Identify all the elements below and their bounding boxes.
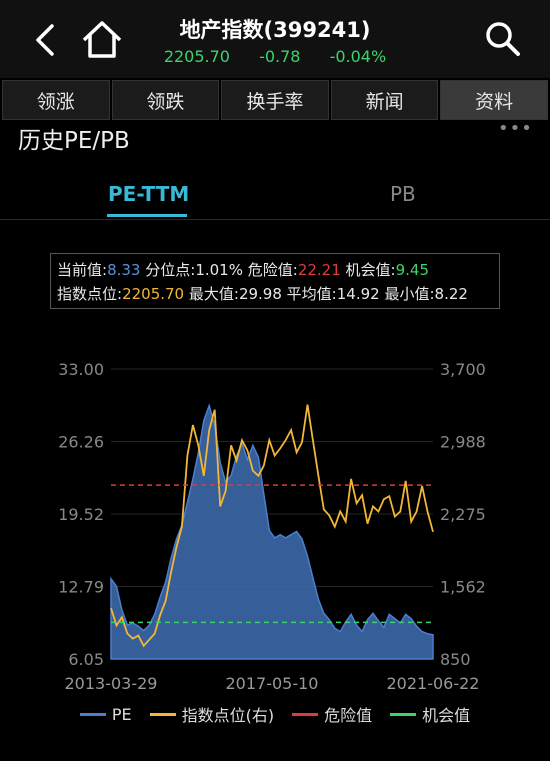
max-label: 最大值: bbox=[188, 285, 239, 303]
danger-swatch bbox=[292, 712, 319, 716]
percentile-label: 分位点: bbox=[145, 261, 196, 279]
min-value: 8.22 bbox=[434, 285, 468, 303]
right-axis-tick: 850 bbox=[440, 650, 471, 669]
x-axis-tick: 2013-03-29 bbox=[65, 674, 158, 693]
legend-index-label: 指数点位(右) bbox=[181, 706, 275, 725]
metric-tabs: PE-TTM PB bbox=[0, 176, 550, 220]
top-bar: 地产指数(399241) 2205.70 -0.78 -0.04% bbox=[0, 0, 550, 78]
tab-pb[interactable]: PB bbox=[390, 182, 416, 206]
index-line-series bbox=[110, 404, 434, 648]
legend-danger[interactable]: 危险值 bbox=[292, 702, 372, 726]
chance-label: 机会值: bbox=[345, 261, 396, 279]
pe-history-chart[interactable]: 33.00 3,700 26.26 2,988 19.52 2,275 12.79 1,562… bbox=[0, 355, 550, 695]
legend-chance[interactable]: 机会值 bbox=[390, 702, 470, 726]
tab-pe-ttm[interactable]: PE-TTM bbox=[108, 182, 190, 206]
left-axis-tick: 12.79 bbox=[58, 578, 104, 597]
danger-value: 22.21 bbox=[297, 261, 341, 279]
current-label: 当前值: bbox=[57, 261, 108, 279]
pe-area-series bbox=[110, 403, 434, 660]
section-title: 历史PE/PB bbox=[18, 128, 130, 154]
legend-chance-label: 机会值 bbox=[422, 706, 471, 725]
chart-legend: PE 指数点位(右) 危险值 机会值 bbox=[0, 700, 550, 728]
current-value: 8.33 bbox=[107, 261, 141, 279]
tab-news[interactable]: 新闻 bbox=[330, 80, 439, 120]
percentile-value: 1.01% bbox=[195, 261, 243, 279]
summary-line-2: 指数点位:2205.70 最大值:29.98 平均值:14.92 最小值:8.2… bbox=[57, 282, 493, 306]
avg-label: 平均值: bbox=[286, 285, 337, 303]
tab-top-gainers[interactable]: 领涨 bbox=[2, 80, 110, 120]
left-axis-tick: 33.00 bbox=[58, 360, 104, 379]
tab-profile[interactable]: 资料 bbox=[440, 80, 548, 120]
avg-value: 14.92 bbox=[336, 285, 380, 303]
right-axis-tick: 3,700 bbox=[440, 360, 486, 379]
right-axis-tick: 1,562 bbox=[440, 578, 486, 597]
max-value: 29.98 bbox=[238, 285, 282, 303]
page-title: 地产指数(399241) bbox=[179, 18, 371, 42]
legend-pe-label: PE bbox=[111, 704, 132, 724]
active-tab-indicator bbox=[107, 214, 187, 217]
min-label: 最小值: bbox=[384, 285, 435, 303]
legend-pe[interactable]: PE bbox=[79, 704, 132, 724]
legend-index[interactable]: 指数点位(右) bbox=[149, 702, 275, 726]
home-icon[interactable] bbox=[80, 18, 124, 62]
quote-line: 2205.70 -0.78 -0.04% bbox=[0, 47, 550, 66]
summary-line-1: 当前值:8.33 分位点:1.01% 危险值:22.21 机会值:9.45 bbox=[57, 258, 493, 282]
x-axis-tick: 2021-06-22 bbox=[387, 674, 480, 693]
legend-danger-label: 危险值 bbox=[324, 706, 373, 725]
tab-bar: 领涨 领跌 换手率 新闻 资料 bbox=[0, 80, 550, 120]
change-value: -0.78 bbox=[259, 47, 301, 66]
pe-swatch bbox=[79, 712, 106, 716]
change-pct-value: -0.04% bbox=[329, 47, 387, 66]
tab-turnover[interactable]: 换手率 bbox=[221, 80, 329, 120]
left-axis-tick: 19.52 bbox=[58, 505, 104, 524]
index-value: 2205.70 bbox=[122, 285, 185, 303]
x-axis-tick: 2017-05-10 bbox=[226, 674, 319, 693]
left-axis-tick: 6.05 bbox=[68, 650, 104, 669]
price-value: 2205.70 bbox=[163, 47, 230, 66]
valuation-summary: 当前值:8.33 分位点:1.01% 危险值:22.21 机会值:9.45 指数… bbox=[50, 253, 500, 309]
danger-label: 危险值: bbox=[247, 261, 298, 279]
search-icon[interactable] bbox=[482, 18, 522, 58]
more-icon[interactable]: ••• bbox=[498, 118, 533, 139]
tab-top-losers[interactable]: 领跌 bbox=[111, 80, 220, 120]
right-axis-tick: 2,275 bbox=[440, 505, 486, 524]
chance-swatch bbox=[390, 712, 417, 716]
chance-value: 9.45 bbox=[395, 261, 430, 279]
back-icon[interactable] bbox=[30, 22, 62, 58]
left-axis-tick: 26.26 bbox=[58, 433, 104, 452]
index-swatch bbox=[149, 712, 176, 716]
right-axis-tick: 2,988 bbox=[440, 433, 486, 452]
index-label: 指数点位: bbox=[57, 285, 123, 303]
